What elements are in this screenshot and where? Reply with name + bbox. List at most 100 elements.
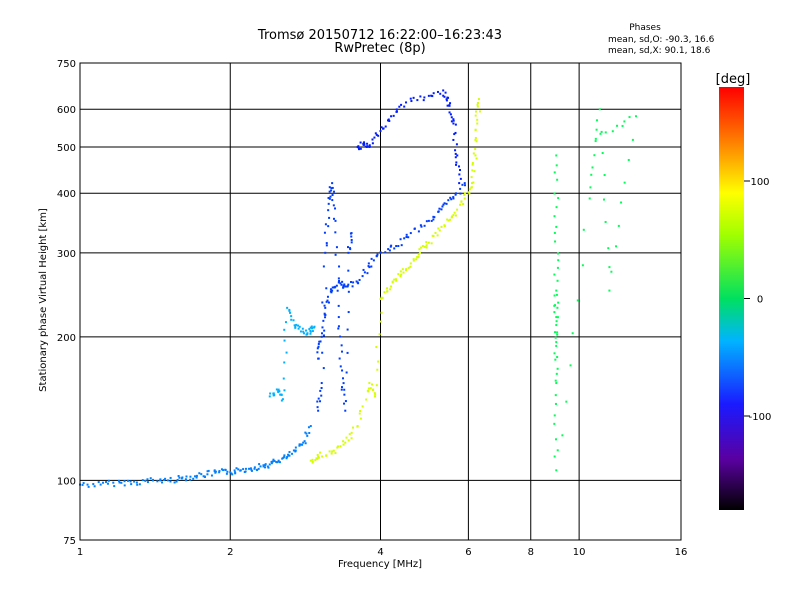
data-point	[554, 304, 557, 307]
data-point	[432, 234, 435, 237]
data-point	[405, 101, 408, 104]
y-tick-label: 500	[57, 143, 76, 154]
data-point	[459, 187, 462, 190]
data-point	[106, 482, 109, 485]
data-point	[475, 157, 478, 160]
data-point	[321, 455, 324, 458]
data-point	[383, 291, 386, 294]
data-point	[367, 387, 370, 390]
data-point	[604, 220, 607, 223]
data-point	[195, 476, 198, 479]
data-point	[292, 449, 295, 452]
data-point	[349, 248, 352, 251]
data-point	[177, 475, 180, 478]
data-point	[344, 285, 347, 288]
data-point	[479, 110, 482, 113]
data-point	[268, 395, 271, 398]
data-point	[409, 97, 412, 100]
data-point	[347, 246, 350, 249]
data-point	[623, 120, 626, 123]
axes	[79, 62, 682, 541]
data-point	[347, 283, 350, 286]
data-point	[421, 244, 424, 247]
data-point	[331, 289, 334, 292]
data-point	[555, 164, 558, 167]
data-point	[454, 131, 457, 134]
data-point	[555, 324, 558, 327]
data-point	[359, 409, 362, 412]
data-point	[379, 320, 382, 323]
colorbar-ticks: -100 0 100	[744, 177, 771, 423]
data-point	[231, 473, 234, 476]
data-point	[141, 479, 144, 482]
data-point	[342, 443, 345, 446]
data-point	[300, 443, 303, 446]
data-point	[455, 161, 458, 164]
data-point	[443, 224, 446, 227]
data-point	[557, 301, 560, 304]
data-point	[476, 103, 479, 106]
data-point	[297, 324, 300, 327]
data-point	[446, 104, 449, 107]
data-point	[335, 246, 338, 249]
data-point	[327, 209, 330, 212]
data-point	[420, 225, 423, 228]
data-point	[409, 265, 412, 268]
data-point	[105, 481, 108, 484]
data-point	[455, 163, 458, 166]
data-point	[317, 342, 320, 345]
data-point	[214, 471, 217, 474]
data-point	[341, 280, 344, 283]
data-point	[279, 393, 282, 396]
data-point	[425, 246, 428, 249]
data-point	[337, 445, 340, 448]
data-point	[611, 130, 614, 133]
data-point	[328, 197, 331, 200]
data-point	[317, 397, 320, 400]
data-point	[476, 118, 479, 121]
data-point	[291, 452, 294, 455]
data-point	[309, 425, 312, 428]
data-point	[373, 392, 376, 395]
data-point	[352, 281, 355, 284]
data-point	[164, 477, 167, 480]
data-point	[616, 124, 619, 127]
data-point	[555, 316, 558, 319]
data-point	[284, 321, 287, 324]
data-point	[553, 171, 556, 174]
data-point	[412, 258, 415, 261]
data-point	[375, 384, 378, 387]
data-point	[366, 272, 369, 275]
data-point	[218, 470, 221, 473]
data-point	[324, 223, 327, 226]
data-point	[404, 269, 407, 272]
data-point	[112, 481, 115, 484]
data-point	[556, 178, 559, 181]
data-point	[442, 203, 445, 206]
data-point	[347, 251, 350, 254]
data-point	[473, 170, 476, 173]
data-point	[400, 273, 403, 276]
data-point	[82, 482, 85, 485]
data-point	[463, 184, 466, 187]
colorbar-label: [deg]	[716, 72, 751, 87]
data-point	[256, 469, 259, 472]
data-point	[99, 483, 102, 486]
data-point	[192, 477, 195, 480]
data-point	[338, 279, 341, 282]
data-point	[120, 481, 123, 484]
data-point	[452, 119, 455, 122]
data-point	[553, 192, 556, 195]
data-point	[81, 483, 84, 486]
data-point	[266, 465, 269, 468]
data-point	[371, 142, 374, 145]
data-point	[594, 140, 597, 143]
data-point	[283, 454, 286, 457]
data-point	[264, 466, 267, 469]
data-point	[159, 478, 162, 481]
data-point	[332, 204, 335, 207]
data-point	[316, 351, 319, 354]
data-point	[334, 207, 337, 210]
data-point	[475, 140, 478, 143]
